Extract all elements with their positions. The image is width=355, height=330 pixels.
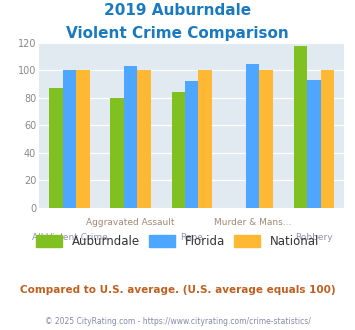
Bar (63, 70, 76, 208)
Legend: Auburndale, Florida, National: Auburndale, Florida, National (31, 231, 324, 253)
Text: 2019 Auburndale: 2019 Auburndale (104, 3, 251, 18)
Bar (294, 46, 307, 208)
Bar (307, 80, 321, 208)
Bar (321, 70, 334, 208)
Text: Compared to U.S. average. (U.S. average equals 100): Compared to U.S. average. (U.S. average … (20, 285, 335, 295)
Text: Rape: Rape (180, 233, 203, 242)
Bar (110, 98, 124, 208)
Bar (185, 82, 198, 208)
Bar (124, 66, 137, 208)
Bar (76, 70, 90, 208)
Bar (171, 92, 185, 208)
Text: All Violent Crime: All Violent Crime (32, 233, 108, 242)
Bar (198, 70, 212, 208)
Text: Aggravated Assault: Aggravated Assault (86, 218, 175, 227)
Bar (246, 63, 260, 208)
Text: Murder & Mans...: Murder & Mans... (214, 218, 291, 227)
Bar (137, 70, 151, 208)
Bar (260, 70, 273, 208)
Text: © 2025 CityRating.com - https://www.cityrating.com/crime-statistics/: © 2025 CityRating.com - https://www.city… (45, 317, 310, 326)
Bar (49, 88, 63, 208)
Text: Robbery: Robbery (295, 233, 333, 242)
Text: Violent Crime Comparison: Violent Crime Comparison (66, 26, 289, 41)
